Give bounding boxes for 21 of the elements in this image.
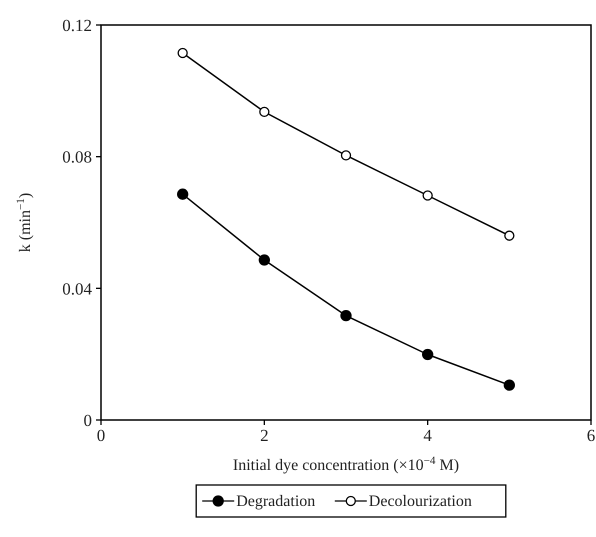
- point: [340, 310, 352, 322]
- point: [259, 106, 270, 118]
- point: [504, 230, 514, 241]
- point: [422, 348, 434, 360]
- point: [422, 190, 433, 201]
- y-tick-label: 0.04: [62, 279, 92, 298]
- y-tick-label: 0.08: [62, 148, 92, 167]
- x-tick-label: 6: [586, 426, 596, 445]
- point: [258, 254, 270, 266]
- point: [504, 379, 515, 391]
- point: [340, 150, 352, 160]
- x-tick-label: 4: [423, 426, 432, 445]
- legend-label: Degradation: [236, 493, 316, 510]
- y-tick-label: 0: [84, 411, 92, 430]
- x-tick-label: 2: [260, 426, 269, 445]
- y-tick-label: 0.12: [62, 16, 92, 35]
- point: [178, 48, 188, 58]
- x-axis-title: Initial dye concentration (×10$^{−4}$ M): [232, 455, 460, 474]
- point: [177, 188, 188, 200]
- legend-label: Decolourization: [368, 493, 472, 510]
- x-tick-label: 0: [96, 426, 106, 445]
